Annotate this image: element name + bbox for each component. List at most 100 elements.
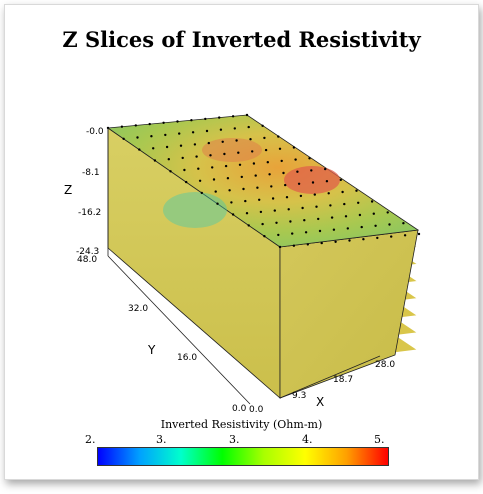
grid-marker [270,185,273,188]
high-resistivity-patch [284,166,340,194]
z-tick: -8.1 [82,168,100,178]
grid-marker [315,205,318,208]
grid-marker [224,164,228,168]
grid-marker [134,124,137,127]
grid-marker [221,140,224,143]
grid-marker [358,213,362,217]
grid-marker [376,236,379,240]
grid-marker [240,175,243,179]
grid-marker [277,135,280,138]
grid-marker [245,212,249,215]
grid-marker [390,235,393,238]
y-tick: 32.0 [128,304,148,314]
grid-marker [320,241,323,245]
grid-marker [291,232,294,235]
colorbar-label: Inverted Resistivity (Ohm-m) [160,418,323,431]
grid-marker [334,240,337,243]
grid-marker [211,166,214,169]
grid-marker [303,219,306,222]
grid-marker [317,217,320,221]
y-tick: 0.0 [232,404,247,414]
grid-marker [252,162,256,165]
grid-marker [230,201,233,204]
x-tick: 18.7 [333,375,353,385]
grid-marker [330,216,334,219]
y-axis-label: Y [147,343,156,357]
grid-marker [200,191,203,195]
colorbar-tick: 5. [374,433,385,446]
grid-marker [275,221,278,224]
grid-marker [204,117,207,121]
grid-marker [185,180,188,184]
grid-marker [292,146,296,149]
grid-marker [332,228,336,231]
grid-marker [357,201,360,204]
grid-marker [313,193,316,196]
colorbar-tick: 2. [85,433,96,446]
grid-marker [190,119,193,122]
grid-marker [162,121,165,125]
grid-marker [370,200,374,203]
grid-markers [106,113,421,249]
grid-marker [297,182,301,185]
grid-marker [164,133,167,137]
grid-marker [261,124,264,128]
grid-marker [259,210,263,214]
grid-marker [268,173,271,176]
grid-marker [165,145,169,149]
grid-marker [273,209,276,212]
colorbar [97,447,389,466]
grid-marker [301,206,304,210]
colorbar-tick: 3. [156,433,167,446]
grid-marker [238,163,242,166]
grid-marker [195,155,198,158]
grid-marker [263,136,266,140]
grid-marker [278,147,282,150]
grid-marker [223,152,226,156]
chart-title: Z Slices of Inverted Resistivity [62,27,421,52]
grid-marker [261,222,264,226]
grid-marker [311,181,315,184]
grid-marker [138,148,141,151]
grid-marker [325,180,329,183]
grid-marker [278,245,282,249]
grid-marker [242,187,245,191]
low-resistivity-patch [163,192,227,228]
grid-marker [205,129,209,133]
top-surface [106,114,420,248]
grid-marker [176,120,179,123]
grid-marker [226,177,230,180]
grid-marker [218,116,221,119]
grid-marker [120,125,124,128]
x-tick: 9.3 [292,391,306,401]
grid-marker [296,170,299,173]
colorbar-tick: 3. [229,433,240,446]
grid-marker [271,197,275,200]
grid-marker [346,227,349,230]
grid-marker [183,168,186,172]
grid-marker [152,147,155,150]
grid-marker [343,202,346,206]
y-axis-line [107,255,251,405]
grid-marker [277,233,280,237]
grid-marker [318,229,322,233]
grid-marker [237,151,240,154]
grid-marker [403,234,407,237]
grid-marker [304,231,308,234]
x-tick: 28.0 [375,360,395,370]
grid-marker [198,179,202,182]
grid-marker [228,189,231,192]
grid-marker [136,136,139,139]
grid-marker [308,157,311,160]
grid-marker [231,213,235,216]
x-axis-label: X [316,395,324,409]
grid-marker [285,196,289,199]
z-tick: -16.2 [78,208,101,218]
grid-marker [212,178,216,181]
z-tick: -0.0 [86,127,104,137]
grid-marker [193,143,197,146]
grid-marker [310,169,313,172]
grid-marker [178,132,181,135]
grid-marker [167,158,170,161]
grid-marker [235,139,238,142]
